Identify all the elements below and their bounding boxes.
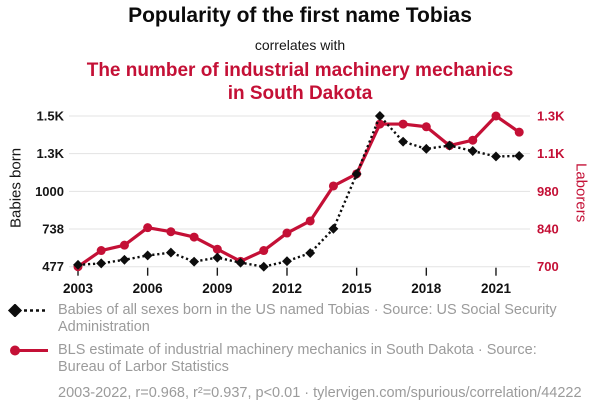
data-point-laborers	[491, 111, 501, 121]
data-point-babies	[305, 248, 316, 258]
left-tick-label: 1000	[35, 184, 64, 199]
data-point-babies	[189, 256, 200, 267]
chart-subtitle: The number of industrial machinery mecha…	[86, 60, 514, 104]
gridlines	[69, 115, 530, 268]
left-tick-label: 477	[42, 259, 64, 274]
data-point-laborers	[212, 244, 222, 254]
data-point-laborers	[96, 246, 106, 256]
correlates-with-text: correlates with	[254, 37, 346, 53]
legend-label-laborers: BLS estimate of industrial machinery mec…	[58, 342, 537, 375]
diamond-dashed-marker-icon	[7, 304, 48, 317]
data-point-laborers	[328, 181, 338, 191]
data-point-laborers	[305, 216, 315, 226]
data-point-babies	[258, 261, 269, 272]
data-point-laborers	[468, 135, 478, 145]
data-point-laborers	[282, 228, 292, 238]
x-tick-label: 2003	[63, 281, 94, 296]
data-point-babies	[514, 150, 525, 161]
data-point-babies	[142, 250, 153, 261]
right-tick-label: 840	[537, 222, 559, 237]
legend-item-laborers: BLS estimate of industrial machinery mec…	[4, 342, 582, 376]
stats-line: 2003-2022, r=0.968, r²=0.937, p<0.01 · t…	[58, 385, 582, 401]
data-point-laborers	[189, 232, 199, 242]
left-tick-label: 1.3K	[37, 146, 65, 161]
data-point-laborers	[421, 122, 431, 132]
legend-label-babies: Babies of all sexes born in the US named…	[58, 302, 557, 335]
right-axis-title: Laborers	[572, 162, 590, 223]
data-point-babies	[282, 256, 292, 267]
data-point-babies	[119, 254, 130, 265]
x-tick-label: 2012	[272, 281, 302, 296]
right-tick-label: 1.3K	[537, 109, 565, 124]
data-point-laborers	[143, 223, 153, 233]
x-tick-label: 2006	[133, 281, 164, 296]
page-title: Popularity of the first name Tobias	[128, 4, 472, 27]
data-point-babies	[421, 143, 432, 154]
chart-header: Popularity of the first name Tobias corr…	[0, 0, 600, 105]
line-chart: 1.5K 1.3K 1000 738 477 1.3K 1.1K 980 840 700 2003 2…	[0, 103, 600, 303]
data-point-babies	[491, 151, 501, 162]
data-point-laborers	[375, 119, 385, 129]
data-point-babies	[212, 252, 223, 263]
left-axis-ticks: 1.5K 1.3K 1000 738 477	[35, 109, 65, 275]
x-axis-ticks: 2003 2006 2009 2012 2015 2018 2021	[63, 267, 512, 296]
data-point-babies	[467, 146, 478, 156]
right-tick-label: 1.1K	[537, 146, 565, 161]
data-point-babies	[165, 247, 176, 258]
legend: Babies of all sexes born in the US named…	[4, 302, 582, 401]
data-point-laborers	[398, 119, 408, 129]
x-tick-label: 2015	[342, 281, 373, 296]
x-tick-label: 2021	[481, 281, 512, 296]
data-point-babies	[351, 169, 362, 180]
left-tick-label: 738	[42, 222, 64, 237]
data-point-laborers	[259, 246, 269, 256]
data-point-babies	[398, 136, 409, 147]
right-tick-label: 700	[537, 259, 559, 274]
right-axis-ticks: 1.3K 1.1K 980 840 700	[537, 109, 565, 275]
left-tick-label: 1.5K	[37, 109, 65, 124]
left-axis-title: Babies born	[7, 147, 25, 229]
circle-solid-marker-icon	[10, 345, 48, 356]
data-point-laborers	[514, 127, 524, 137]
data-point-babies	[374, 111, 385, 121]
data-point-laborers	[166, 227, 176, 237]
data-point-laborers	[119, 240, 129, 250]
right-tick-label: 980	[537, 184, 559, 199]
x-tick-label: 2009	[202, 281, 232, 296]
x-tick-label: 2018	[411, 281, 442, 296]
legend-item-babies: Babies of all sexes born in the US named…	[4, 302, 582, 336]
data-point-babies	[235, 257, 246, 268]
